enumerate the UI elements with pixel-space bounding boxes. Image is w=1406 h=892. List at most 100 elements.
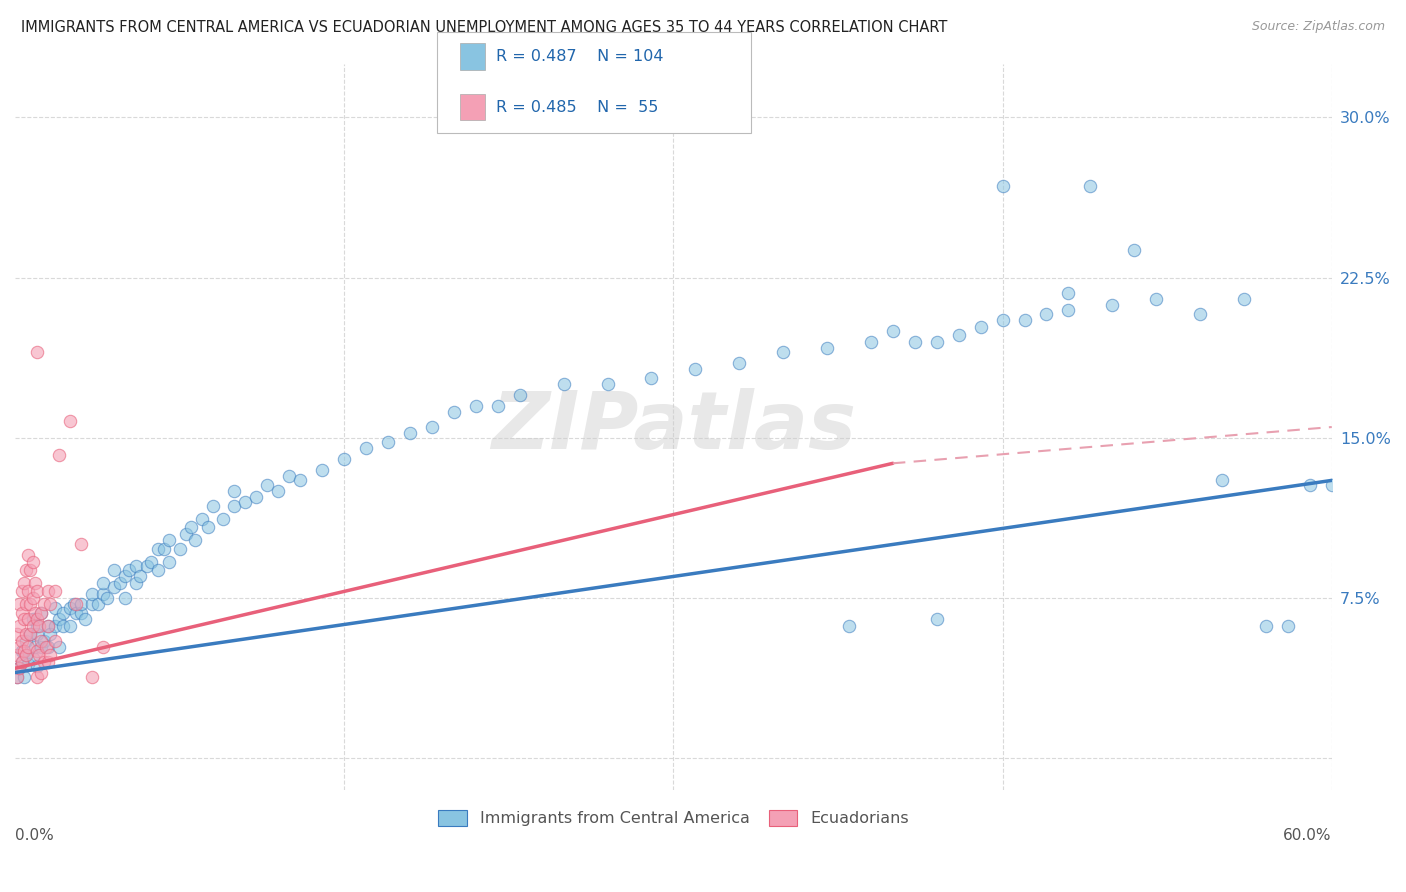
Point: [1320, 477, 1343, 491]
Point: [48, 640, 70, 654]
Point: [110, 575, 132, 590]
Point: [8, 661, 31, 675]
Point: [6, 627, 28, 641]
Point: [114, 569, 136, 583]
Point: [201, 499, 224, 513]
Point: [24, 640, 46, 654]
Point: [1014, 313, 1036, 327]
Point: [991, 178, 1014, 193]
Point: [157, 533, 180, 548]
Point: [1101, 298, 1123, 312]
Point: [184, 533, 207, 548]
Point: [14, 597, 37, 611]
Point: [13, 670, 35, 684]
Point: [114, 591, 136, 605]
Point: [256, 477, 278, 491]
Point: [1057, 302, 1080, 317]
Point: [17, 548, 39, 562]
Point: [728, 356, 751, 370]
Point: [32, 655, 55, 669]
Point: [14, 633, 37, 648]
Point: [103, 563, 125, 577]
Point: [838, 618, 860, 632]
Point: [21, 591, 44, 605]
Point: [486, 399, 509, 413]
Point: [59, 618, 82, 632]
Point: [245, 491, 267, 505]
Point: [640, 371, 662, 385]
Point: [235, 494, 257, 508]
Point: [10, 584, 32, 599]
Point: [25, 612, 48, 626]
Point: [13, 575, 35, 590]
Point: [25, 659, 48, 673]
Point: [39, 627, 62, 641]
Point: [278, 469, 301, 483]
Point: [1254, 618, 1277, 632]
Point: [25, 627, 48, 641]
Point: [20, 627, 42, 641]
Point: [13, 644, 35, 658]
Point: [14, 648, 37, 663]
Point: [14, 563, 37, 577]
Text: 0.0%: 0.0%: [15, 829, 53, 844]
Point: [44, 618, 66, 632]
Point: [87, 597, 110, 611]
Point: [169, 541, 191, 556]
Point: [1277, 618, 1299, 632]
Point: [14, 627, 37, 641]
Point: [37, 584, 59, 599]
Point: [39, 648, 62, 663]
Point: [267, 484, 290, 499]
Point: [69, 537, 91, 551]
Point: [13, 612, 35, 626]
Point: [28, 648, 51, 663]
Point: [14, 648, 37, 663]
Point: [21, 618, 44, 632]
Text: ZIPatlas: ZIPatlas: [491, 388, 856, 466]
Point: [59, 414, 82, 428]
Point: [146, 563, 169, 577]
Point: [10, 644, 32, 658]
Text: R = 0.487    N = 104: R = 0.487 N = 104: [496, 49, 664, 63]
Point: [6, 648, 28, 663]
Text: 60.0%: 60.0%: [1284, 829, 1331, 844]
Point: [44, 601, 66, 615]
Point: [1144, 292, 1167, 306]
Point: [925, 334, 948, 349]
Point: [24, 606, 46, 620]
Point: [596, 377, 619, 392]
Point: [65, 597, 87, 611]
Point: [30, 665, 52, 680]
Point: [1211, 474, 1233, 488]
Point: [59, 601, 82, 615]
Point: [80, 597, 103, 611]
Point: [80, 586, 103, 600]
Point: [37, 618, 59, 632]
Point: [8, 661, 31, 675]
Point: [118, 563, 141, 577]
Point: [146, 541, 169, 556]
Point: [180, 520, 202, 534]
Point: [65, 606, 87, 620]
Point: [39, 597, 62, 611]
Point: [25, 584, 48, 599]
Point: [772, 345, 794, 359]
Point: [8, 640, 31, 654]
Legend: Immigrants from Central America, Ecuadorians: Immigrants from Central America, Ecuador…: [432, 804, 915, 833]
Point: [948, 328, 970, 343]
Point: [17, 584, 39, 599]
Point: [1080, 178, 1102, 193]
Point: [20, 627, 42, 641]
Point: [139, 554, 162, 568]
Point: [157, 554, 180, 568]
Text: IMMIGRANTS FROM CENTRAL AMERICA VS ECUADORIAN UNEMPLOYMENT AMONG AGES 35 TO 44 Y: IMMIGRANTS FROM CENTRAL AMERICA VS ECUAD…: [21, 20, 948, 35]
Point: [30, 640, 52, 654]
Point: [48, 612, 70, 626]
Point: [125, 575, 148, 590]
Point: [1233, 292, 1256, 306]
Point: [1057, 285, 1080, 300]
Point: [859, 334, 882, 349]
Point: [224, 499, 246, 513]
Point: [37, 618, 59, 632]
